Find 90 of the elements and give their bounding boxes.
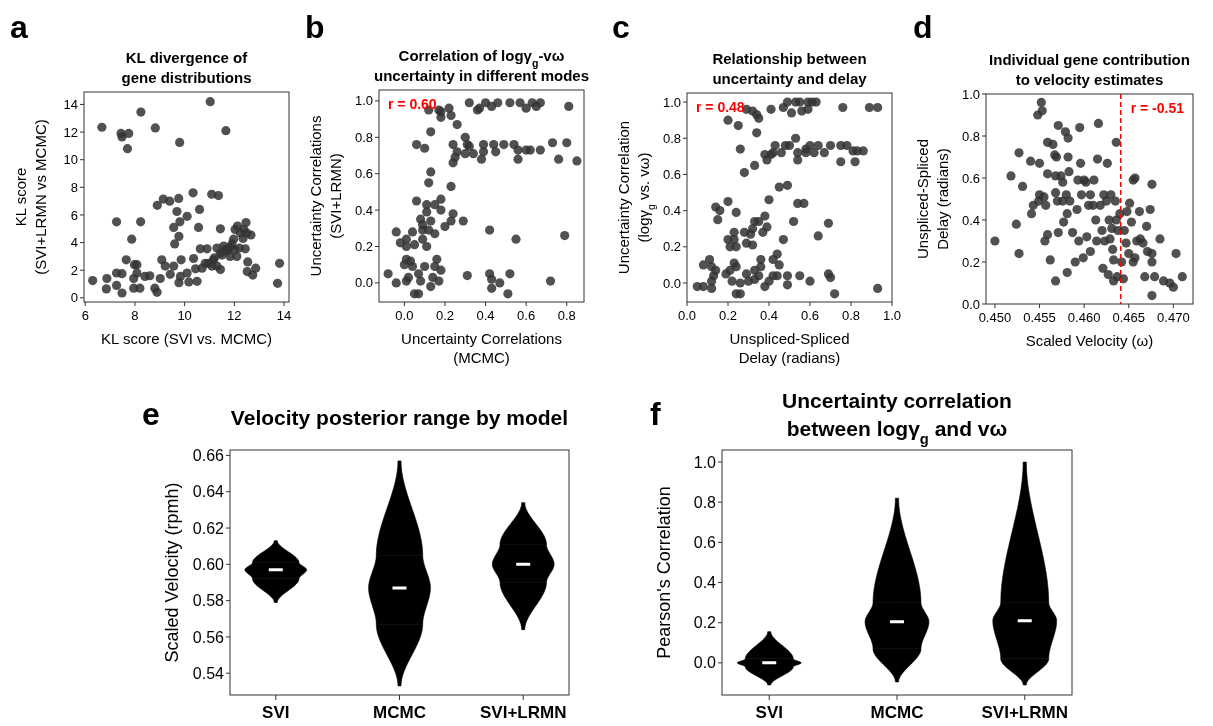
text: e: [142, 396, 160, 432]
y-tick-label: 0.8: [961, 128, 980, 144]
x-tick-label: MCMC: [373, 703, 426, 722]
y-axis-title: Uncertainty Correlations (SVI+LRMN): [307, 115, 344, 277]
chart-title: Velocity posterior range by model: [230, 406, 569, 429]
x-tick-label: 0.6: [800, 308, 820, 323]
y-axis-title: Unspliced-Spliced Delay (radians): [914, 138, 951, 260]
y-tick-label: 0.4: [354, 202, 373, 218]
annotation: r = 0.48: [696, 99, 745, 115]
y-tick-label: 0.0: [662, 275, 681, 291]
y-tick-label: 0.60: [192, 555, 225, 573]
y-tick-label: 0.2: [693, 614, 717, 632]
chart-title: KL divergence of gene distributions: [121, 49, 252, 86]
chart-title: Individual gene contribution to velocity estimates: [989, 51, 1190, 88]
x-tick-label: 10: [177, 308, 192, 323]
y-tick-label: 0.2: [662, 239, 681, 255]
y-tick-label: 0.54: [192, 664, 225, 682]
text: d: [913, 9, 933, 45]
chart-title: Correlation of logγ$_{g}$-vω uncertainty in different modes: [373, 47, 590, 84]
x-tick-label: 0.465: [1112, 310, 1146, 325]
y-tick-label: 0.4: [961, 212, 980, 228]
x-tick-label: 0.460: [1067, 310, 1101, 325]
x-tick-label: 0.450: [978, 310, 1012, 325]
x-tick-label: SVI+LRMN: [981, 703, 1068, 722]
x-tick-label: 0.0: [677, 308, 697, 323]
x-tick-label: 0.2: [435, 308, 454, 323]
y-tick-label: 6: [70, 207, 78, 223]
y-tick-label: 0.4: [662, 203, 681, 219]
y-tick-label: 0.2: [354, 239, 373, 255]
y-tick-label: 0.8: [354, 129, 373, 145]
y-tick-label: 0.6: [354, 166, 373, 182]
y-tick-label: 0.58: [192, 592, 225, 610]
y-tick-label: 0.6: [662, 166, 681, 182]
y-axis-title: KL score (SVI+LRMN vs MCMC): [12, 119, 49, 275]
x-tick-label: 0.0: [395, 308, 414, 323]
y-tick-label: 10: [63, 152, 78, 168]
y-tick-label: 1.0: [961, 86, 980, 102]
y-tick-label: 0.56: [192, 628, 225, 646]
x-tick-label: 0.455: [1023, 310, 1056, 325]
x-tick-label: SVI: [755, 703, 783, 722]
y-tick-label: 0.8: [693, 493, 717, 511]
x-tick-label: SVI: [262, 703, 290, 722]
y-tick-label: 1.0: [354, 93, 373, 109]
annotation: r = 0.60: [388, 96, 437, 112]
x-tick-label: 14: [276, 308, 292, 323]
x-tick-label: SVI+LRMN: [480, 703, 567, 722]
y-tick-label: 0.2: [961, 254, 980, 270]
y-tick-label: 0.0: [693, 654, 717, 672]
text: f: [650, 396, 661, 432]
x-tick-label: 1.0: [882, 308, 902, 323]
x-tick-label: 0.470: [1157, 310, 1190, 325]
x-tick-label: 12: [227, 308, 242, 323]
annotation: r = -0.51: [1130, 100, 1185, 116]
x-axis-title: Unspliced-Spliced Delay (radians): [729, 330, 850, 366]
y-tick-label: 0.6: [693, 533, 717, 551]
y-tick-label: 4: [70, 235, 78, 251]
x-tick-label: MCMC: [870, 703, 924, 722]
x-tick-label: 6: [81, 308, 89, 323]
x-tick-label: 8: [131, 308, 139, 323]
x-axis-title: Uncertainty Correlations (MCMC): [401, 330, 562, 366]
y-tick-label: 1.0: [662, 94, 681, 110]
x-axis-title: KL score (SVI vs. MCMC): [100, 330, 273, 347]
y-tick-label: 0.0: [354, 275, 373, 291]
y-tick-label: 12: [63, 124, 78, 140]
text: b: [305, 9, 325, 45]
y-tick-label: 0.64: [192, 483, 225, 501]
x-tick-label: 0.8: [557, 308, 576, 323]
chart-title: Relationship between uncertainty and delay: [712, 50, 868, 87]
x-tick-label: 0.2: [718, 308, 738, 323]
x-tick-label: 0.4: [759, 308, 779, 323]
y-tick-label: 0.4: [693, 574, 717, 592]
y-axis-title: Scaled Velocity (rpmh): [162, 482, 182, 663]
y-tick-label: 0.6: [961, 170, 980, 186]
y-tick-label: 0.66: [192, 447, 225, 465]
x-tick-label: 0.6: [517, 308, 536, 323]
y-tick-label: 2: [70, 262, 78, 278]
x-tick-label: 0.8: [841, 308, 861, 323]
y-tick-label: 8: [70, 179, 78, 195]
y-axis-title: Pearson's Correlation: [654, 486, 674, 659]
y-tick-label: 0.62: [192, 519, 225, 537]
y-tick-label: 0.8: [662, 130, 681, 146]
y-tick-label: 14: [63, 96, 78, 112]
text: c: [612, 9, 630, 45]
text: a: [10, 9, 28, 45]
x-tick-label: 0.4: [476, 308, 495, 323]
y-tick-label: 0.0: [961, 296, 980, 312]
y-tick-label: 0: [70, 290, 78, 306]
x-axis-title: Scaled Velocity (ω): [1025, 332, 1154, 349]
y-tick-label: 1.0: [693, 453, 717, 471]
chart-title: Uncertainty correlation between logγ$_{g}$ and vω: [782, 389, 1012, 447]
